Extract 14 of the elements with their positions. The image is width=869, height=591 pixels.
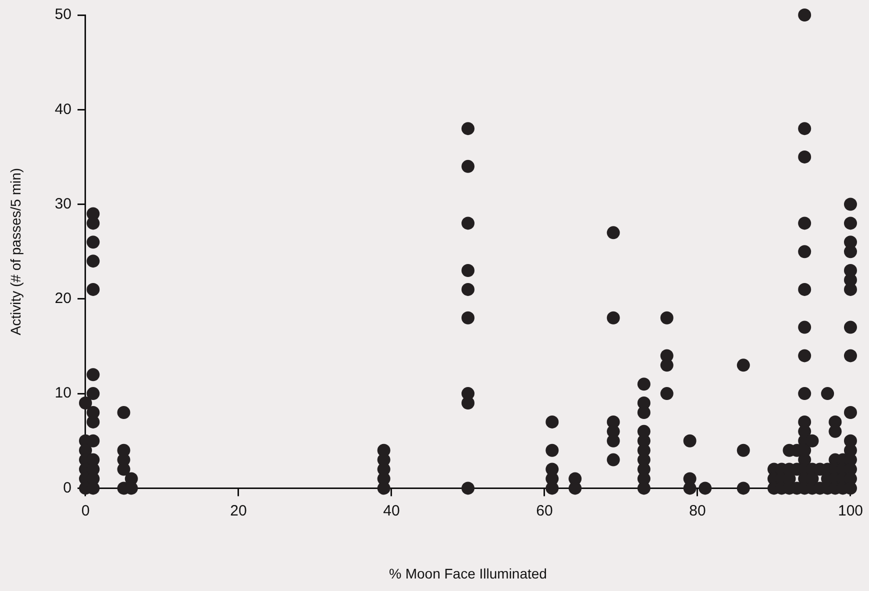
x-tick-label: 20	[230, 502, 247, 520]
y-tick-label: 50	[54, 6, 72, 24]
x-tick-label: 40	[383, 502, 400, 520]
y-tick-label: 30	[54, 195, 72, 212]
y-axis-title: Activity (# of passes/5 min)	[7, 168, 24, 336]
x-axis-title: % Moon Face Illuminated	[389, 565, 547, 582]
y-tick-label: 40	[54, 100, 72, 118]
x-tick-label: 80	[689, 502, 706, 520]
y-tick-label: 10	[54, 384, 72, 402]
x-tick-label: 60	[536, 502, 553, 520]
x-tick-label: 100	[838, 502, 863, 520]
x-tick-label: 0	[81, 502, 90, 520]
y-tick-label: 0	[63, 479, 72, 496]
y-tick-label: 20	[54, 290, 72, 308]
